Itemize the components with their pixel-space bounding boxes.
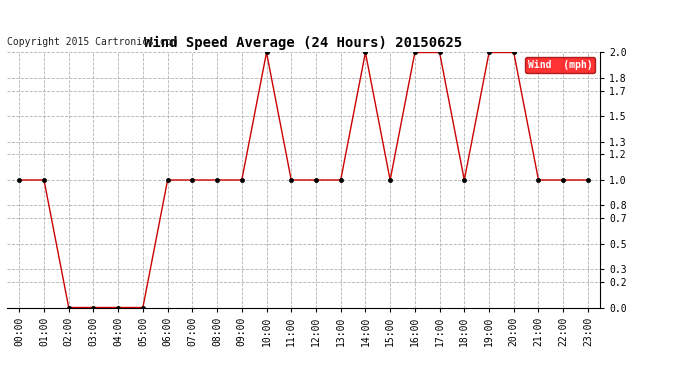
Text: Copyright 2015 Cartronics.com: Copyright 2015 Cartronics.com bbox=[7, 37, 177, 47]
Legend: Wind  (mph): Wind (mph) bbox=[525, 57, 595, 73]
Title: Wind Speed Average (24 Hours) 20150625: Wind Speed Average (24 Hours) 20150625 bbox=[144, 36, 463, 50]
